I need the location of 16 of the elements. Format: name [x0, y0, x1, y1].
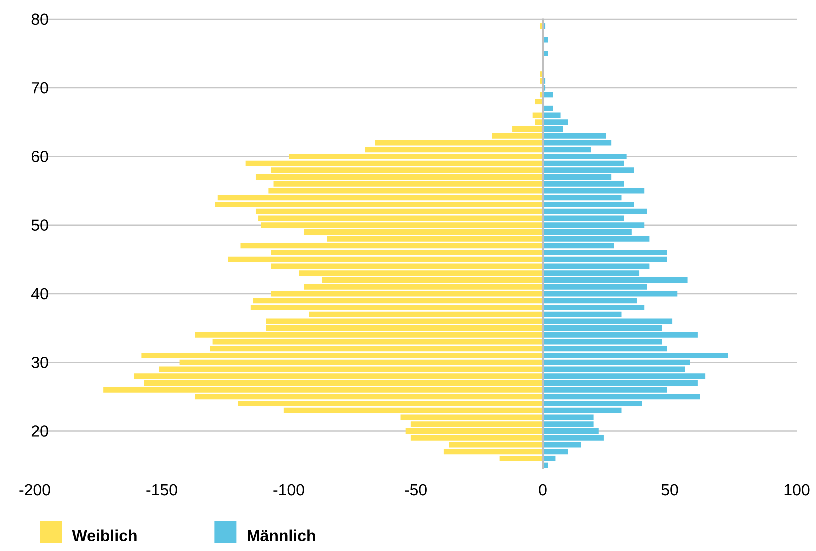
x-tick-label: 50: [662, 484, 678, 496]
y-tick-label: 60: [32, 151, 48, 162]
y-tick-label: 80: [32, 14, 48, 26]
x-tick-label: 100: [784, 484, 810, 496]
y-tick-label: 30: [32, 356, 48, 368]
x-tick-label: -50: [405, 484, 427, 496]
legend-label: Weiblich: [72, 530, 137, 542]
y-tick-label: 50: [32, 220, 48, 231]
legend-label: Männlich: [248, 530, 316, 542]
x-tick-label: -200: [20, 484, 50, 496]
x-tick-label: 0: [539, 484, 547, 496]
y-tick-label: 70: [32, 82, 48, 94]
y-tick-label: 40: [32, 288, 48, 300]
x-tick-label: -150: [146, 484, 178, 496]
x-tick-label: -100: [274, 484, 304, 496]
y-tick-label: 20: [32, 426, 48, 437]
